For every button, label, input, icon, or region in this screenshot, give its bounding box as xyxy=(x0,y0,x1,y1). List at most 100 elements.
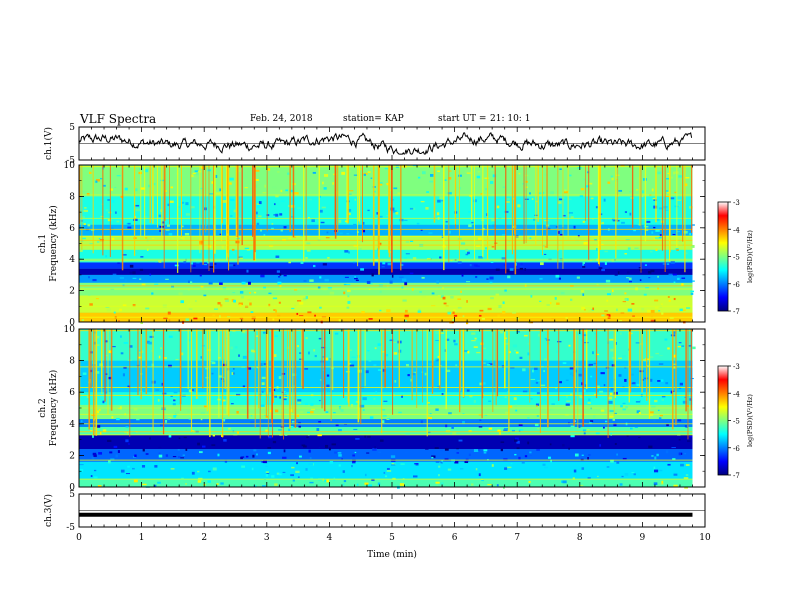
spectrogram-cell xyxy=(241,281,246,285)
frequency-band xyxy=(79,426,693,435)
spectrogram-cell xyxy=(618,189,623,192)
spectrogram-cell xyxy=(105,208,109,212)
spectrogram-cell xyxy=(244,247,250,250)
y-axis-label: ch.1(V) xyxy=(43,127,54,160)
spectrogram-cell xyxy=(478,255,483,259)
spectrogram-cell xyxy=(200,411,206,415)
spectrogram-cell xyxy=(287,172,290,175)
spectrogram-cell xyxy=(82,190,86,193)
spectrogram-cell xyxy=(441,460,444,463)
spectrogram-cell xyxy=(581,382,584,386)
spectrogram-cell xyxy=(454,460,459,464)
spectrogram-cell xyxy=(140,256,144,258)
spectrogram-cell xyxy=(605,279,611,283)
spectrogram-cell xyxy=(346,233,350,235)
spectrogram-cell xyxy=(100,215,104,218)
spectrogram-cell xyxy=(556,350,560,354)
spectrogram-cell xyxy=(651,188,654,192)
spectrogram-cell xyxy=(241,330,245,333)
spectrogram-cell xyxy=(256,453,258,456)
spectrogram-cell xyxy=(566,395,568,398)
spectrogram-cell xyxy=(460,468,464,470)
spectrogram-cell xyxy=(477,170,481,173)
spectrogram-cell xyxy=(367,209,370,212)
spectrogram-cell xyxy=(90,430,93,432)
spectrogram-cell xyxy=(122,254,127,256)
spectrogram-cell xyxy=(352,454,356,457)
spectrogram-cell xyxy=(209,193,214,196)
spectrogram-cell xyxy=(511,429,516,432)
spectrogram-cell xyxy=(651,455,654,457)
panel-ch1-waveform: 5-5ch.1(V) xyxy=(43,123,706,166)
spectrogram-cell xyxy=(524,455,528,458)
spectrogram-cell xyxy=(154,463,159,466)
spectrogram-cell xyxy=(98,452,103,455)
spectrogram-cell xyxy=(111,416,114,419)
spectrogram-cell xyxy=(655,218,660,221)
spectrogram-cell xyxy=(171,181,176,185)
spectrogram-cell xyxy=(283,449,286,453)
spectrogram-cell xyxy=(469,264,472,267)
spectrogram-cell xyxy=(610,387,615,391)
spectrogram-cell xyxy=(113,241,116,244)
spectrogram-cell xyxy=(87,294,91,296)
spectrogram-cell xyxy=(510,367,515,369)
spectrogram-cell xyxy=(536,415,539,417)
spectrogram-cell xyxy=(107,219,112,222)
spectrogram-cell xyxy=(535,403,540,406)
spectrogram-cell xyxy=(313,264,316,268)
spectrogram-cell xyxy=(590,375,593,378)
spectrogram-cell xyxy=(189,281,193,284)
spectrogram-cell xyxy=(96,425,101,428)
spectrogram-cell xyxy=(447,363,450,366)
spectrogram-cell xyxy=(219,304,223,308)
spectrogram-cell xyxy=(649,356,654,359)
spectrogram-cell xyxy=(613,423,617,427)
spectrogram-cell xyxy=(658,417,662,419)
spectrogram-cell xyxy=(456,452,460,454)
spectrogram-cell xyxy=(329,358,331,361)
spectrogram-cell xyxy=(638,411,641,415)
spectrogram-cell xyxy=(650,250,653,253)
spectrogram-cell xyxy=(90,475,93,477)
spectrogram-cell xyxy=(123,366,127,369)
spectrogram-cell xyxy=(318,420,322,423)
spectrogram-cell xyxy=(278,276,281,278)
spectrogram-cell xyxy=(172,403,176,406)
spectrogram-cell xyxy=(665,195,671,197)
spectrogram-cell xyxy=(292,236,296,238)
spectrogram-cell xyxy=(568,212,574,214)
spectrogram-cell xyxy=(683,230,688,234)
spectrogram-cell xyxy=(167,417,171,420)
spectrogram-cell xyxy=(659,234,662,237)
spectrogram-cell xyxy=(555,226,558,228)
spectrogram-cell xyxy=(290,204,295,208)
spectrogram-cell xyxy=(319,195,321,198)
spectrogram-cell xyxy=(445,424,448,428)
spectrogram-cell xyxy=(180,236,185,240)
spectrogram-cell xyxy=(636,383,640,386)
spectrogram-cell xyxy=(299,358,303,360)
spectrogram-cell xyxy=(544,466,549,469)
y-tick-label: 5 xyxy=(69,123,75,133)
spectrogram-cell xyxy=(355,437,360,440)
spectrogram-cell xyxy=(326,384,330,388)
spectrogram-cell xyxy=(159,229,161,232)
spectrogram-cell xyxy=(601,221,605,225)
spectrogram-cell xyxy=(589,421,592,424)
spectrogram-cell xyxy=(218,375,222,378)
spectrogram-cell xyxy=(347,300,351,304)
frequency-band xyxy=(79,274,693,283)
spectrogram-cell xyxy=(444,179,447,181)
spectrogram-cell xyxy=(600,372,605,375)
spectrogram-cell xyxy=(181,201,185,204)
spectrogram-cell xyxy=(690,290,695,293)
spectrogram-cell xyxy=(182,454,185,456)
spectrogram-cell xyxy=(173,399,176,402)
spectrogram-cell xyxy=(569,366,574,370)
spectrogram-cell xyxy=(646,220,651,223)
spectrogram-cell xyxy=(80,216,85,218)
spectrogram-cell xyxy=(115,454,118,458)
spectrogram-cell xyxy=(581,454,584,456)
spectrogram-cell xyxy=(661,480,664,484)
